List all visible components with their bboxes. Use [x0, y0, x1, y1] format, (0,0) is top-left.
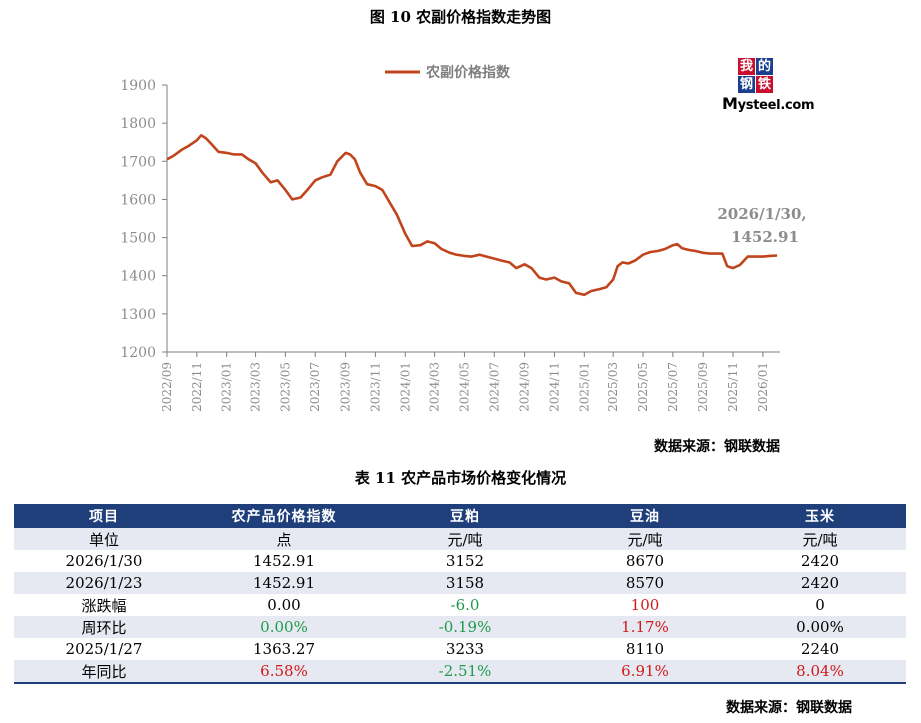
cell-negative: -2.51% [374, 660, 556, 684]
x-tick-label: 2025/11 [726, 362, 740, 412]
x-tick-label: 2024/11 [547, 362, 561, 412]
table-header-row: 项目 农产品价格指数 豆粕 豆油 玉米 [14, 504, 906, 528]
annotation-date: 2026/1/30, [717, 205, 806, 223]
header-corn: 玉米 [734, 504, 906, 528]
cell-positive: 6.91% [556, 660, 734, 684]
table-row: 2026/1/23 1452.91 3158 8570 2420 [14, 572, 906, 594]
logo-wordmark: Mysteel.com [722, 94, 815, 113]
cell: 1452.91 [252, 552, 316, 570]
cell: 2420 [800, 552, 840, 570]
x-tick-label: 2024/03 [428, 362, 442, 412]
chart-title: 图 10 农副价格指数走势图 [369, 8, 552, 26]
y-tick-label: 1900 [120, 78, 156, 94]
x-tick-label: 2024/05 [457, 362, 471, 412]
x-tick-label: 2024/09 [518, 362, 532, 412]
cell: 0.00 [267, 596, 301, 614]
cell-negative: -0.19% [374, 616, 556, 638]
row-label: 2026/1/30 [65, 552, 143, 570]
x-tick-label: 2025/07 [666, 362, 680, 412]
annotation-value: 1452.91 [731, 228, 799, 246]
x-tick-label: 2024/07 [487, 362, 501, 412]
cell: 3233 [445, 640, 485, 658]
x-tick-label: 2023/07 [308, 362, 322, 412]
table-row: 周环比 0.00% -0.19% 1.17% 0.00% [14, 616, 906, 638]
x-axis-ticks: 2022/09 2022/11 2023/01 2023/03 2023/05 2023/… [160, 352, 770, 412]
cell: 元/吨 [374, 528, 556, 550]
cell-positive: 100 [630, 596, 660, 614]
cell: 点 [194, 528, 374, 550]
y-tick-label: 1300 [120, 307, 156, 323]
y-tick-label: 1200 [120, 345, 156, 361]
mysteel-logo: 我 的 钢 铁 Mysteel.com [722, 58, 815, 114]
cell-positive: 1.17% [556, 616, 734, 638]
header-agri-index: 农产品价格指数 [194, 504, 374, 528]
x-tick-label: 2022/09 [160, 362, 174, 412]
cell: 1363.27 [252, 640, 316, 658]
logo-char: 的 [756, 58, 773, 75]
y-tick-label: 1600 [120, 192, 156, 208]
cell: 元/吨 [556, 528, 734, 550]
table-row: 年同比 6.58% -2.51% 6.91% 8.04% [14, 660, 906, 684]
x-tick-label: 2025/01 [577, 362, 591, 412]
cell: 0 [815, 596, 825, 614]
x-tick-label: 2025/09 [696, 362, 710, 412]
cell-positive: 8.04% [734, 660, 906, 684]
chart-source: 数据来源：钢联数据 [654, 439, 780, 455]
cell-positive: 6.58% [194, 660, 374, 684]
x-tick-label: 2023/09 [339, 362, 353, 412]
header-item: 项目 [14, 504, 194, 528]
line-chart: 1200 1300 1400 1500 1600 1700 1800 1900 2022/09… [120, 64, 806, 412]
x-tick-label: 2022/11 [190, 362, 204, 412]
y-tick-label: 1400 [120, 269, 156, 285]
cell-negative: 0.00% [194, 616, 374, 638]
x-tick-label: 2023/03 [249, 362, 263, 412]
legend-label: 农副价格指数 [425, 64, 511, 81]
row-label: 周环比 [14, 616, 194, 638]
header-soyoil: 豆油 [556, 504, 734, 528]
cell: 0.00% [734, 616, 906, 638]
table-row: 2025/1/27 1363.27 3233 8110 2240 [14, 638, 906, 660]
price-table: 项目 农产品价格指数 豆粕 豆油 玉米 单位 点 元/吨 元/吨 元/吨 202… [14, 504, 906, 684]
x-tick-label: 2023/05 [278, 362, 292, 412]
x-tick-label: 2025/03 [606, 362, 620, 412]
row-label: 涨跌幅 [81, 596, 127, 615]
table-row: 2026/1/30 1452.91 3152 8670 2420 [14, 550, 906, 572]
table-row: 涨跌幅 0.00 -6.0 100 0 [14, 594, 906, 616]
x-tick-label: 2026/01 [756, 362, 770, 412]
table-source: 数据来源：钢联数据 [726, 700, 852, 716]
row-label: 2026/1/23 [14, 572, 194, 594]
cell: 元/吨 [734, 528, 906, 550]
cell: 2420 [734, 572, 906, 594]
series-line-agri-index [166, 134, 778, 297]
cell-negative: -6.0 [450, 596, 480, 614]
x-tick-label: 2024/01 [398, 362, 412, 412]
row-label: 年同比 [14, 660, 194, 684]
cell: 2240 [800, 640, 840, 658]
y-tick-label: 1700 [120, 154, 156, 170]
cell: 3158 [374, 572, 556, 594]
cell: 8670 [625, 552, 665, 570]
cell: 8570 [556, 572, 734, 594]
cell: 1452.91 [194, 572, 374, 594]
y-tick-label: 1500 [120, 231, 156, 247]
logo-char: 铁 [756, 76, 773, 93]
y-axis-ticks: 1200 1300 1400 1500 1600 1700 1800 1900 [120, 78, 167, 361]
logo-char: 我 [738, 58, 755, 75]
cell: 3152 [445, 552, 485, 570]
x-tick-label: 2023/11 [368, 362, 382, 412]
row-label: 2025/1/27 [65, 640, 143, 658]
logo-char: 钢 [738, 76, 755, 93]
x-tick-label: 2023/01 [220, 362, 234, 412]
chart-legend: 农副价格指数 [385, 64, 511, 81]
header-soymeal: 豆粕 [374, 504, 556, 528]
x-tick-label: 2025/05 [636, 362, 650, 412]
table-row: 单位 点 元/吨 元/吨 元/吨 [14, 528, 906, 550]
cell: 8110 [625, 640, 665, 658]
y-tick-label: 1800 [120, 116, 156, 132]
chart-axes [166, 85, 780, 353]
table-title: 表 11 农产品市场价格变化情况 [354, 469, 567, 487]
row-label: 单位 [14, 528, 194, 550]
